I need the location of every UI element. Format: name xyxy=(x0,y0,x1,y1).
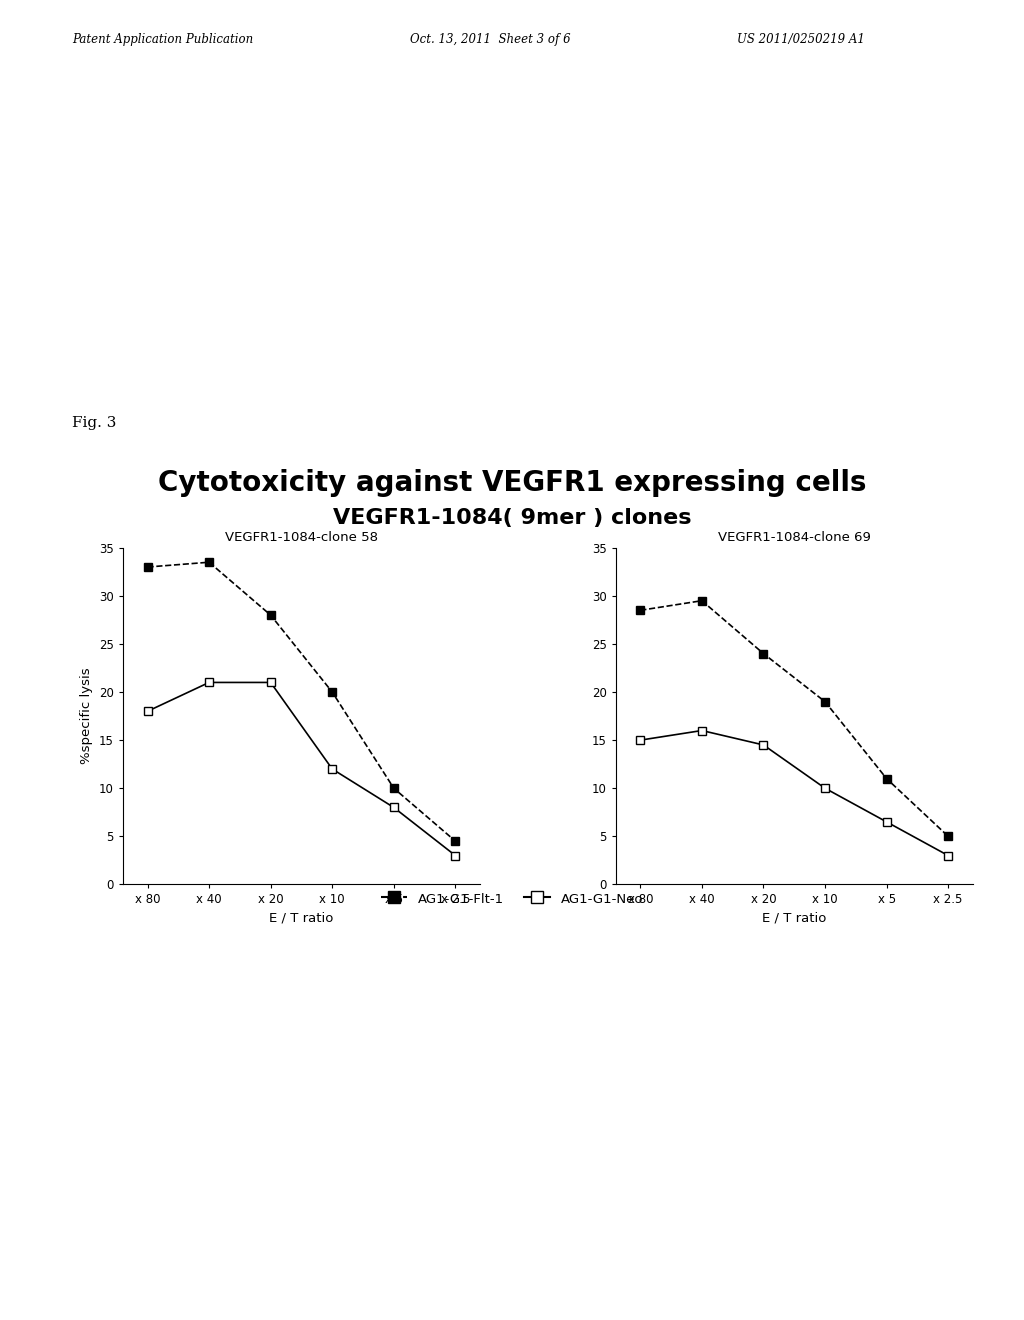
Text: Patent Application Publication: Patent Application Publication xyxy=(72,33,253,46)
Text: Cytotoxicity against VEGFR1 expressing cells: Cytotoxicity against VEGFR1 expressing c… xyxy=(158,469,866,496)
Text: Fig. 3: Fig. 3 xyxy=(72,416,116,430)
Text: US 2011/0250219 A1: US 2011/0250219 A1 xyxy=(737,33,865,46)
Text: VEGFR1-1084( 9mer ) clones: VEGFR1-1084( 9mer ) clones xyxy=(333,508,691,528)
Legend: AG1-G1-Flt-1, AG1-G1-Neo: AG1-G1-Flt-1, AG1-G1-Neo xyxy=(376,887,648,911)
Y-axis label: %specific lysis: %specific lysis xyxy=(81,668,93,764)
X-axis label: E / T ratio: E / T ratio xyxy=(269,912,334,925)
Title: VEGFR1-1084-clone 69: VEGFR1-1084-clone 69 xyxy=(718,531,870,544)
Title: VEGFR1-1084-clone 58: VEGFR1-1084-clone 58 xyxy=(225,531,378,544)
Text: Oct. 13, 2011  Sheet 3 of 6: Oct. 13, 2011 Sheet 3 of 6 xyxy=(410,33,570,46)
X-axis label: E / T ratio: E / T ratio xyxy=(762,912,826,925)
